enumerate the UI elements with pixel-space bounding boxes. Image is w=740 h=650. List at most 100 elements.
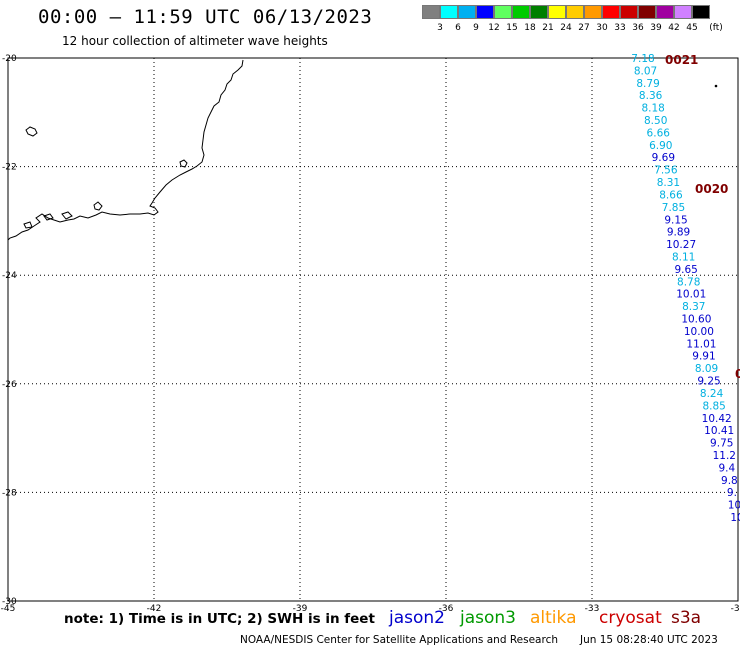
swh-value: 7.18	[631, 53, 654, 65]
x-tick-label: -30	[731, 604, 740, 614]
swh-value: 8.50	[644, 115, 667, 127]
swh-value: 9.8	[721, 475, 738, 487]
x-tick-label: -42	[147, 604, 162, 614]
swh-value: 8.24	[700, 388, 724, 400]
swh-value: 10.60	[681, 314, 711, 326]
swh-value: 8.66	[659, 189, 683, 201]
satellite-label-jason3: jason3	[460, 608, 516, 628]
legend-label: 15	[506, 23, 518, 33]
legend-swatch	[422, 5, 440, 19]
satellite-label-cryosat: cryosat	[599, 608, 662, 628]
swh-value: 7.85	[662, 202, 685, 214]
wave-height-track: 7.188.078.798.368.188.506.666.909.697.56…	[631, 53, 740, 524]
legend-swatch	[530, 5, 548, 19]
swh-value: 6.66	[647, 127, 671, 139]
swh-value: 8.79	[636, 78, 659, 90]
swh-value: 10.27	[666, 239, 696, 251]
legend-swatch	[692, 5, 710, 19]
legend-swatch	[512, 5, 530, 19]
swh-value: 8.85	[702, 400, 725, 412]
map-subtitle: 12 hour collection of altimeter wave hei…	[62, 34, 328, 48]
legend-unit: (ft)	[709, 23, 723, 33]
credit-text: NOAA/NESDIS Center for Satellite Applica…	[240, 634, 558, 646]
legend-label: 36	[632, 23, 644, 33]
legend-label: 27	[578, 23, 590, 33]
swh-value: 10.01	[676, 289, 706, 301]
y-tick-label: -22	[2, 163, 17, 173]
swh-value: 8.11	[672, 251, 695, 263]
map-frame	[7, 57, 739, 602]
legend-label: 30	[596, 23, 608, 33]
y-tick-label: -26	[2, 380, 17, 390]
pass-id-label: 0020	[695, 182, 728, 196]
swh-value: 9.25	[697, 376, 720, 388]
y-tick-label: -24	[2, 271, 17, 281]
legend-label: 3	[437, 23, 443, 33]
legend-swatch	[494, 5, 512, 19]
coastline-island	[23, 221, 33, 229]
timestamp-text: Jun 15 08:28:40 UTC 2023	[580, 634, 718, 646]
coastline-island	[179, 159, 188, 168]
swh-value: 9.4	[718, 462, 735, 474]
swh-value: 11.01	[686, 338, 716, 350]
coastline-island	[61, 211, 73, 220]
coastline-island	[25, 126, 38, 137]
swh-value: 9.	[727, 487, 737, 499]
island-dot	[714, 84, 718, 88]
satellite-label-jason2: jason2	[389, 608, 445, 628]
map-title: 00:00 – 11:59 UTC 06/13/2023	[38, 6, 373, 28]
legend-label: 12	[488, 23, 500, 33]
swh-value: 9.15	[664, 214, 687, 226]
swh-value: 9.65	[674, 264, 697, 276]
swh-value: 8.09	[695, 363, 718, 375]
y-tick-label: -30	[2, 597, 17, 607]
swh-value: 8.78	[677, 276, 700, 288]
swh-value: 8.18	[641, 103, 664, 115]
legend-swatch	[458, 5, 476, 19]
swh-value: 10.00	[684, 326, 714, 338]
legend-swatch	[476, 5, 494, 19]
legend-label: 9	[473, 23, 479, 33]
swh-value: 10	[730, 512, 740, 524]
x-tick-label: -33	[585, 604, 600, 614]
legend-swatch	[584, 5, 602, 19]
x-tick-label: -36	[439, 604, 454, 614]
swh-value: 9.91	[692, 351, 715, 363]
swh-value: 11.2	[713, 450, 736, 462]
swh-value: 8.36	[639, 90, 663, 102]
x-tick-label: -45	[1, 604, 16, 614]
swh-value: 9.69	[652, 152, 675, 164]
axis-tick-labels: -45 -42 -39 -36 -33 -30 -20 -22 -24 -26 -28 -30	[1, 54, 740, 614]
swh-value: 8.37	[682, 301, 705, 313]
y-tick-label: -20	[2, 54, 17, 64]
grid-lines	[7, 57, 739, 602]
swh-value: 10.41	[704, 425, 734, 437]
legend-label: 39	[650, 23, 662, 33]
y-tick-label: -28	[2, 488, 17, 498]
legend-swatch	[548, 5, 566, 19]
map-border	[7, 57, 739, 602]
legend-swatch	[602, 5, 620, 19]
legend-swatch	[566, 5, 584, 19]
legend-label: 45	[686, 23, 698, 33]
swh-value: 9.75	[710, 438, 733, 450]
swh-value: 8.07	[634, 65, 657, 77]
legend-label: 42	[668, 23, 680, 33]
note-text: note: 1) Time is in UTC; 2) SWH is in fe…	[64, 611, 375, 627]
x-tick-label: -39	[293, 604, 308, 614]
legend-label: 33	[614, 23, 626, 33]
legend-label: 24	[560, 23, 572, 33]
legend-swatch	[656, 5, 674, 19]
legend-swatch	[638, 5, 656, 19]
pass-id-label: 0	[735, 367, 740, 381]
swh-value: 10.42	[702, 413, 732, 425]
legend-label: 18	[524, 23, 536, 33]
legend-label: 6	[455, 23, 461, 33]
coastline-island	[43, 213, 54, 221]
satellite-label-s3a: s3a	[671, 608, 702, 628]
legend-label: 21	[542, 23, 554, 33]
swh-value: 6.90	[649, 140, 672, 152]
pass-id-label: 0021	[665, 53, 698, 67]
swh-value: 10	[728, 500, 740, 512]
